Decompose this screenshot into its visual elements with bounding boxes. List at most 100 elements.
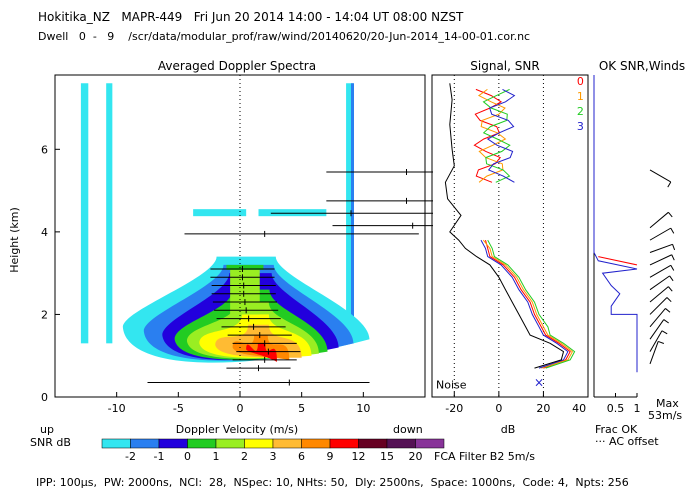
height-tick-label: 0 xyxy=(41,391,48,404)
colorbar-level: 3 xyxy=(270,450,277,463)
snr-legend-2: 2 xyxy=(577,105,584,118)
wind-barb xyxy=(649,330,663,352)
colorbar-level: 2 xyxy=(241,450,248,463)
wind-barb-flag xyxy=(668,286,673,292)
wind-barb xyxy=(649,286,669,303)
snr-tick-label: 20 xyxy=(536,402,550,415)
wind-barb xyxy=(649,319,665,340)
fca-filter-label: FCA Filter B2 5m/s xyxy=(434,450,535,463)
winds-title: OK SNR,Winds xyxy=(599,59,685,73)
height-tick-label: 2 xyxy=(41,308,48,321)
wind-barb-flag xyxy=(670,227,675,234)
clutter-stripe xyxy=(106,83,113,344)
wind-barb-flag xyxy=(666,297,672,303)
snr-legend-1: 1 xyxy=(577,90,584,103)
frac-tick-label: 0.5 xyxy=(607,402,625,415)
colorbar-swatch xyxy=(130,438,160,449)
radar-parameters: IPP: 100μs, PW: 2000ns, NCI: 28, NSpec: … xyxy=(36,476,629,489)
velocity-axis-label: Doppler Velocity (m/s) xyxy=(176,423,298,436)
label-up: up xyxy=(40,423,54,436)
spectra-contour-12 xyxy=(246,343,277,362)
snr-title: Signal, SNR xyxy=(470,59,539,73)
colorbar-swatch xyxy=(215,438,245,449)
colorbar-level: 6 xyxy=(298,450,305,463)
plot-header-file: Dwell 0 - 9 /scr/data/modular_prof/raw/w… xyxy=(38,30,531,43)
height-tick-label: 4 xyxy=(41,226,48,239)
colorbar-level: -2 xyxy=(125,450,136,463)
snr-colorbar: -2 -1 0 1 2 3 6 9 12 15 20 xyxy=(101,438,445,463)
wind-barb-flag xyxy=(665,308,671,313)
colorbar-swatch xyxy=(272,438,302,449)
colorbar-level: 1 xyxy=(213,450,220,463)
snr-series-3 xyxy=(480,239,569,369)
snr-tick-label: 0 xyxy=(495,402,502,415)
frac-ok-label: Frac OK xyxy=(595,423,638,436)
wind-barb xyxy=(649,275,670,291)
colorbar-level: 0 xyxy=(184,450,191,463)
label-down: down xyxy=(393,423,423,436)
snr-legend-3: 3 xyxy=(577,120,584,133)
snr-tick-label: -20 xyxy=(445,402,463,415)
snr-axis-label: dB xyxy=(501,423,516,436)
snr-series-signal xyxy=(444,83,565,369)
colorbar-swatch xyxy=(158,438,188,449)
wind-barb-flag xyxy=(661,330,668,335)
snr-upper-trace xyxy=(486,88,516,183)
max-value-label: 53m/s xyxy=(648,409,682,422)
noise-echo xyxy=(193,209,247,217)
velocity-tick-label: -10 xyxy=(108,402,126,415)
colorbar-swatch xyxy=(101,438,131,449)
colorbar-level: 15 xyxy=(380,450,394,463)
colorbar-level: 9 xyxy=(327,450,334,463)
colorbar-level: -1 xyxy=(154,450,165,463)
wind-barb xyxy=(649,341,659,365)
snr-tick-label: 40 xyxy=(572,402,586,415)
wind-barb xyxy=(649,297,668,315)
wind-barb xyxy=(649,264,672,278)
colorbar-swatch xyxy=(358,438,388,449)
frac-ok-line xyxy=(593,75,638,373)
snr-series-1 xyxy=(482,239,574,369)
velocity-tick-label: 0 xyxy=(237,402,244,415)
colorbar-swatch xyxy=(244,438,274,449)
wind-barb-flag xyxy=(667,181,672,188)
noise-echo xyxy=(258,209,327,217)
colorbar-swatch xyxy=(187,438,217,449)
colorbar-swatch xyxy=(301,438,331,449)
max-label: Max xyxy=(656,397,679,410)
height-axis-label: Height (km) xyxy=(8,207,21,273)
frac-tick-label: 1 xyxy=(634,402,641,415)
colorbar-level: 20 xyxy=(409,450,423,463)
wind-barb xyxy=(649,308,666,328)
wind-barb xyxy=(649,254,672,266)
frac-ok-red xyxy=(598,256,638,266)
ac-offset-label: ··· AC offset xyxy=(595,435,659,448)
snr-legend-0: 0 xyxy=(577,75,584,88)
noise-marker: × xyxy=(534,376,544,390)
wind-barb-flag xyxy=(670,265,675,271)
wind-barb xyxy=(649,227,672,241)
colorbar-swatch xyxy=(329,438,359,449)
wind-barb-flag xyxy=(671,254,675,261)
velocity-tick-label: -5 xyxy=(173,402,184,415)
wind-barb-flag xyxy=(672,244,676,251)
wind-barb-flag xyxy=(669,275,674,282)
wind-barb xyxy=(649,211,669,229)
velocity-tick-label: 10 xyxy=(356,402,370,415)
colorbar-swatch xyxy=(415,438,445,449)
snr-upper-trace xyxy=(473,88,503,183)
spectra-panel: -10 -5 0 5 10 0 2 4 6 xyxy=(41,74,433,415)
clutter-stripe xyxy=(80,83,89,344)
velocity-tick-label: 5 xyxy=(298,402,305,415)
wind-barb-flag xyxy=(668,211,673,218)
wind-barb-flag xyxy=(658,340,665,344)
snr-frame xyxy=(431,74,589,398)
wind-barb xyxy=(649,243,673,253)
winds-panel: 0.5 1 xyxy=(593,75,676,415)
label-snr-db: SNR dB xyxy=(30,436,71,449)
snr-upper-trace xyxy=(482,88,511,183)
snr-series-2 xyxy=(487,239,576,369)
spectra-title: Averaged Doppler Spectra xyxy=(158,59,316,73)
wind-barb xyxy=(649,169,672,183)
noise-annotation: Noise xyxy=(436,379,467,392)
